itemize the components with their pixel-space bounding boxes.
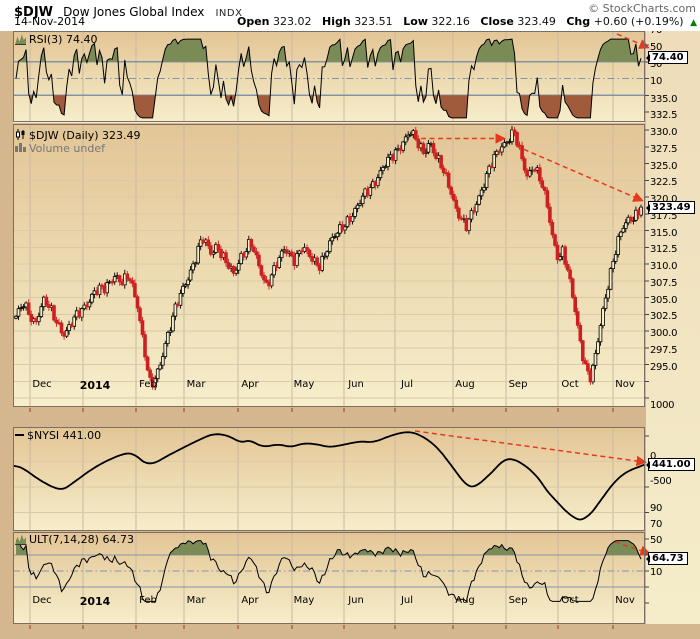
up-triangle-icon: ▲ [690,18,697,28]
chg-label: Chg [566,15,591,28]
chart-date: 14-Nov-2014 [14,15,86,28]
close-label: Close [480,15,514,28]
chart-body [0,31,700,639]
ult-panel-bg [13,532,645,624]
quote-line: Open 323.02 High 323.51 Low 322.16 Close… [230,15,697,28]
high-label: High [322,15,351,28]
ticker-symbol: $DJW [14,5,54,20]
index-name: Dow Jones Global Index [63,5,205,19]
low-value: 322.16 [431,15,470,28]
title-line: $DJW Dow Jones Global Index INDX [14,1,243,20]
copyright-notice: © StockCharts.com [588,2,696,15]
y-axis-strip [646,31,700,624]
close-value: 323.49 [517,15,556,28]
price-panel-bg [13,124,645,407]
open-value: 323.02 [273,15,312,28]
high-value: 323.51 [354,15,393,28]
rsi-panel-bg [13,31,645,123]
low-label: Low [403,15,428,28]
exchange-tag: INDX [215,8,243,19]
header: $DJW Dow Jones Global Index INDX © Stock… [0,0,700,31]
open-label: Open [236,15,270,28]
chg-value: +0.60 (+0.19%) [593,15,684,28]
nysi-panel-bg [13,427,645,531]
